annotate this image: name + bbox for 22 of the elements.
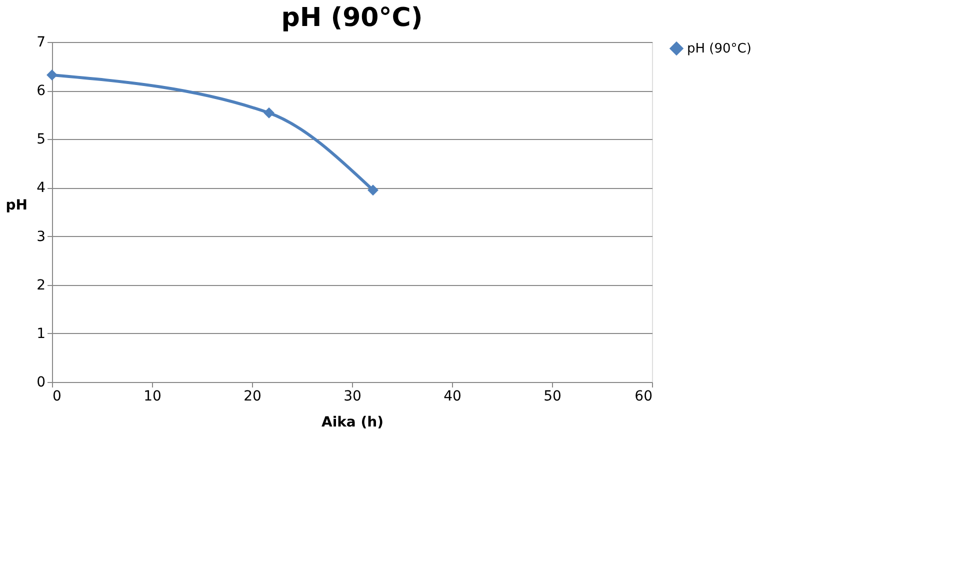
- y-tick-label: 7: [36, 34, 46, 50]
- x-tick-label: 50: [544, 388, 562, 404]
- y-tick-label: 2: [36, 277, 46, 294]
- y-tick-label: 1: [36, 326, 46, 342]
- point: [46, 70, 58, 81]
- x-tick-label: 60: [634, 388, 652, 404]
- x-tick-label: 10: [144, 388, 162, 404]
- x-axis-title: Aika (h): [321, 414, 384, 430]
- y-tick-label: 6: [36, 83, 46, 100]
- point: [368, 184, 378, 196]
- y-axis-title: pH: [6, 198, 28, 214]
- x-tick-label: 20: [244, 388, 262, 404]
- y-tick-label: 4: [36, 180, 46, 196]
- chart-title: pH (90°C): [281, 3, 423, 33]
- legend-label: pH (90°C): [687, 42, 752, 56]
- x-tick-label: 30: [344, 388, 362, 404]
- x-tick-label: 0: [52, 388, 62, 404]
- y-tick-label: 0: [36, 374, 46, 390]
- y-tick-label: 3: [36, 228, 46, 245]
- point: [264, 107, 274, 118]
- y-tick-label: 5: [36, 132, 46, 148]
- x-tick-label: 40: [444, 388, 462, 404]
